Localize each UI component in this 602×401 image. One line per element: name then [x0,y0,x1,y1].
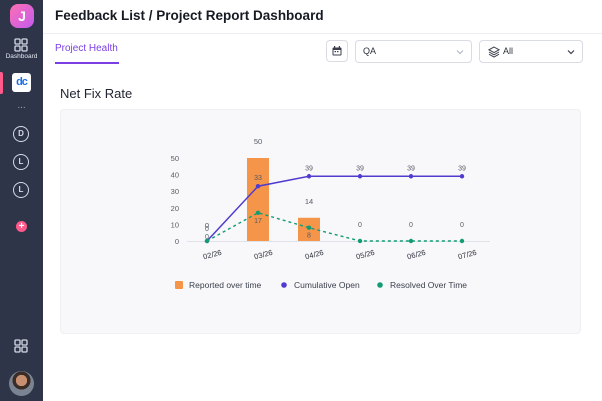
point-resolved-over-time [204,238,210,244]
resolved-over-time-label: 0 [460,222,464,229]
y-tick-label: 40 [171,171,179,180]
layers-select-value: All [503,46,514,56]
cumulative-open-label: 39 [407,165,415,172]
point-cumulative-open [306,174,312,179]
x-tick-label: 04/26 [304,248,324,262]
x-tick-label: 03/26 [253,248,273,262]
legend-label: Resolved Over Time [390,280,467,290]
calendar-icon [332,46,342,56]
apps-grid-icon[interactable] [14,339,28,353]
point-resolved-over-time [306,225,312,230]
sidebar-item-dashboard[interactable] [0,36,43,64]
page-title: Feedback List / Project Report Dashboard [55,8,324,23]
legend-label: Cumulative Open [294,280,360,290]
add-workspace-button[interactable]: + [16,221,27,232]
app-logo[interactable]: J [10,4,34,28]
x-tick-label: 05/26 [355,248,375,262]
point-resolved-over-time [357,238,363,244]
point-cumulative-open [255,184,261,189]
bar-value-label: 14 [305,197,313,206]
sidebar: J Dashboard dc ... D L L + [0,0,43,401]
section-title: Net Fix Rate [60,86,133,101]
y-tick-label: 50 [171,154,179,163]
resolved-over-time-label: 0 [205,234,209,241]
point-cumulative-open [408,174,414,179]
layers-icon [488,46,500,58]
bar-reported [247,158,269,241]
legend-label: Reported over time [189,280,262,290]
environment-select-value: QA [363,46,377,56]
resolved-over-time-label: 17 [254,218,262,225]
y-tick-label: 20 [171,204,179,213]
cumulative-open-label: 0 [205,226,209,233]
x-tick-label: 02/26 [202,248,222,262]
resolved-over-time-label: 8 [307,233,311,240]
point-resolved-over-time [459,238,465,244]
net-fix-rate-chart: 0 10 20 30 40 50 02/26 03/26 04/26 05/26 06/26 07/2… [171,137,490,290]
cumulative-open-label: 33 [254,175,262,182]
bar-value-label: 0 [205,221,209,230]
sidebar-item-dashboard-label: Dashboard [5,53,38,60]
grid-icon [14,38,28,52]
calendar-button[interactable] [326,40,348,62]
resolved-over-time-label: 0 [358,222,362,229]
line-resolved-over-time [206,212,462,242]
legend-swatch [377,282,383,288]
bar-value-label: 50 [254,137,262,146]
point-resolved-over-time [255,210,261,215]
d-circle-icon[interactable]: D [13,126,29,142]
y-tick-label: 30 [171,187,179,196]
tab-active-underline [55,62,119,64]
cumulative-open-label: 39 [305,165,313,172]
more-icon[interactable]: ... [17,100,26,111]
workspace-dc-icon[interactable]: dc [12,73,31,92]
line-cumulative-open [206,175,462,242]
clock-icon[interactable]: L [13,154,29,170]
y-tick-label: 10 [171,220,179,229]
point-resolved-over-time [408,238,414,244]
legend-swatch [281,282,287,288]
layers-select[interactable]: All [479,40,583,63]
cumulative-open-label: 39 [356,165,364,172]
clock-icon[interactable]: L [13,182,29,198]
x-tick-label: 07/26 [457,248,477,262]
workspace-logo-text: dc [16,76,28,88]
chart-card: 0 10 20 30 40 50 02/26 03/26 04/26 05/26 06/26 07/2… [60,109,581,334]
chevron-down-icon [567,50,575,55]
resolved-over-time-label: 0 [409,222,413,229]
cumulative-open-label: 39 [458,165,466,172]
chevron-down-icon [456,50,464,55]
point-cumulative-open [459,174,465,179]
tab-project-health[interactable]: Project Health [55,43,118,54]
legend-swatch-reported [175,281,183,289]
header: Feedback List / Project Report Dashboard [43,0,602,34]
environment-select[interactable]: QA [355,40,472,63]
avatar[interactable] [9,371,34,396]
point-cumulative-open [357,174,363,179]
x-tick-label: 06/26 [406,248,426,262]
y-tick-label: 0 [175,237,179,246]
active-indicator [0,72,3,94]
